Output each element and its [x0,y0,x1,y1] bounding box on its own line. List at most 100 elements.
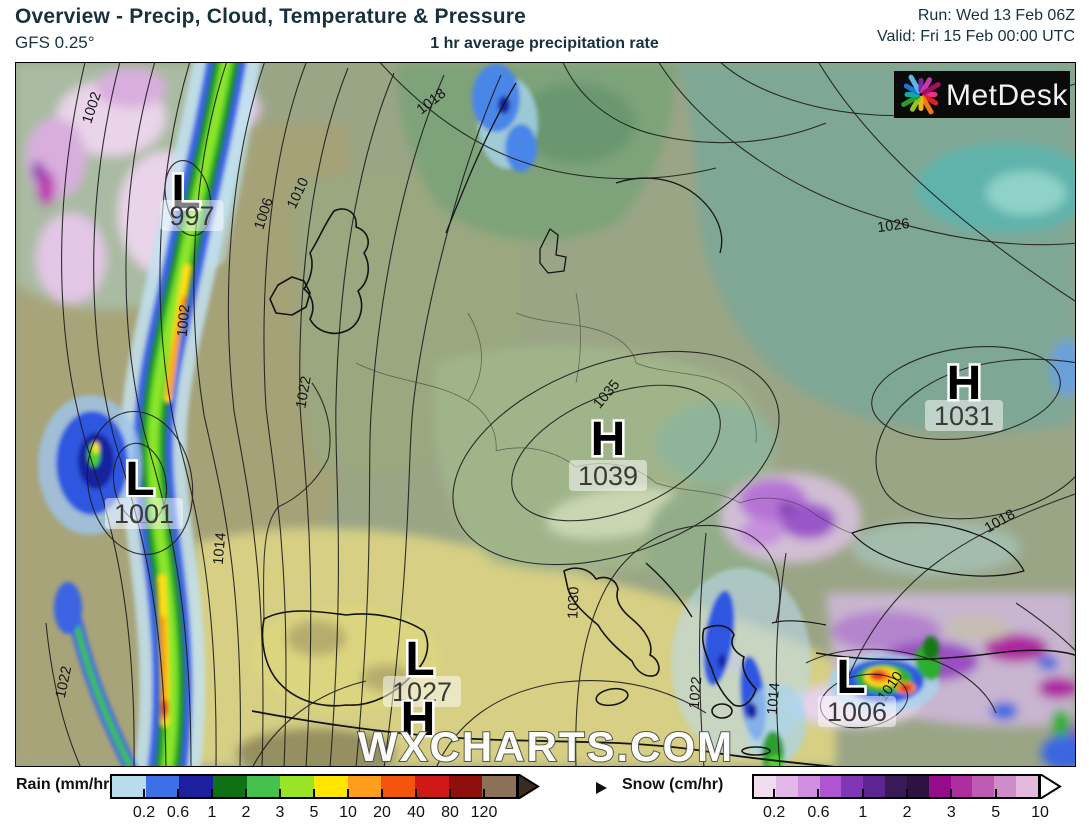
legend-color-segment [1016,776,1038,797]
legend-separator-arrow-icon [596,782,607,794]
legend-color-segment [448,776,483,797]
legend-tick [142,789,145,797]
legend-tick [380,789,383,797]
legend-tick-label: 10 [1031,804,1049,821]
run-time-label: Run: Wed 13 Feb 06Z [917,7,1075,24]
isobar-label: 1022 [53,665,75,700]
pressure-value-label: 1027 [392,677,452,707]
legend-tick-label: 20 [373,804,391,821]
legend-tick [415,789,417,797]
legend-color-segment [972,776,995,797]
legend-color-segment [112,776,146,797]
pressure-value-box [105,498,183,529]
isobar-label: 1022 [687,676,706,710]
isobar-label: 1014 [211,532,230,566]
legend-arrowhead-icon [518,774,540,799]
legend-color-segment [347,776,382,797]
coastlines [251,82,1075,766]
legend-tick [483,789,485,797]
legend-tick [244,789,247,797]
valid-time-label: Valid: Fri 15 Feb 00:00 UTC [876,28,1075,45]
starburst-ray [920,77,932,94]
legend-tick-label: 40 [407,804,425,821]
pressure-center-high-symbol: H [591,413,626,466]
legend-color-segment [819,776,842,797]
metdesk-logo: MetDesk [894,71,1070,118]
legend-color-segment [145,776,180,797]
legend-color-segment [280,776,315,797]
legend-tick-label: 5 [991,804,1001,821]
legend-tick [994,789,997,797]
pressure-value-label: 1031 [934,401,994,431]
parameter-label: 1 hr average precipitation rate [430,35,659,52]
legend-tick-label: 3 [275,804,285,821]
legend-tick [861,789,864,797]
legend-color-segment [415,776,449,797]
rain-colorbar: 0.2 0.6 1 2 3 5 10 20 40 80 120 [110,774,540,821]
legend-tick-label: 0.2 [763,804,786,821]
metdesk-logo-text: MetDesk [946,79,1068,112]
legend-color-segment [885,776,907,797]
snow-colorbar: 0.2 0.6 1 2 3 5 10 [752,774,1062,821]
isobar-label: 1030 [565,586,582,619]
legend-tick [449,789,451,797]
legend-tick-label: 80 [441,804,459,821]
snow-legend-label: Snow (cm/hr) [622,776,724,793]
legend-arrowhead-icon [1040,774,1062,799]
legend-color-segment [863,776,886,797]
starburst-ray [921,94,939,106]
starburst-ray [921,82,941,95]
legend-tick [950,789,953,797]
legend-tick [906,789,909,797]
isobar-lines [45,63,1075,766]
watermark: WXCHARTS.COM [358,723,734,766]
starburst-ray [910,95,922,112]
starburst-ray [920,95,934,115]
legend-color-segment [797,776,820,797]
starburst-ray [901,94,921,107]
legend-color-segment [994,776,1017,797]
legend-color-segment [906,776,929,797]
legend-tick-label: 120 [470,804,498,821]
metdesk-starburst-icon [901,74,941,115]
legend-row: Rain (mm/hr) 0.2 0.6 1 2 3 5 10 20 40 80 120 Snow … [0,770,1089,830]
legend-color-segment [314,776,348,797]
pressure-value-box [569,460,647,491]
legend-tick-label: 3 [946,804,956,821]
rain-legend-label: Rain (mm/hr) [16,776,115,793]
starburst-ray [908,74,922,94]
legend-tick [347,789,349,797]
legend-tick-label: 1 [858,804,868,821]
legend-tick-label: 2 [902,804,912,821]
isobar-label: 1026 [876,216,910,236]
legend-color-segment [754,776,776,797]
pressure-value-box [925,400,1003,431]
pressure-value-box [160,200,224,231]
legend-tick [279,789,281,797]
legend-tick-label: 0.6 [166,804,190,821]
pressure-value-label: 1006 [827,697,887,727]
pressure-value-label: 997 [169,201,214,231]
legend-tick-label: 0.2 [132,804,156,821]
legend-color-segment [841,776,864,797]
legend-tick [176,789,179,797]
legend-tick [773,789,776,797]
legend-tick-label: 2 [241,804,251,821]
isobar-label: 1002 [175,304,194,338]
page-title: Overview - Precip, Cloud, Temperature & … [15,5,527,28]
model-label: GFS 0.25° [15,33,95,52]
pressure-value-box [383,676,461,707]
legend-tick [817,789,820,797]
legend-color-segment [179,776,214,797]
legend-tick-label: 0.6 [807,804,830,821]
legend-tick-label: 1 [207,804,217,821]
legend-color-segment [950,776,973,797]
isobar-label: 1022 [293,375,314,410]
legend-color-segment [928,776,951,797]
legend-color-segment [213,776,247,797]
legend-tick-label: 10 [339,804,357,821]
weather-map: 1002 1018 1010 1006 1002 1022 1035 1026 1014 1030… [15,62,1076,767]
pressure-center-high-symbol: H [401,693,436,746]
